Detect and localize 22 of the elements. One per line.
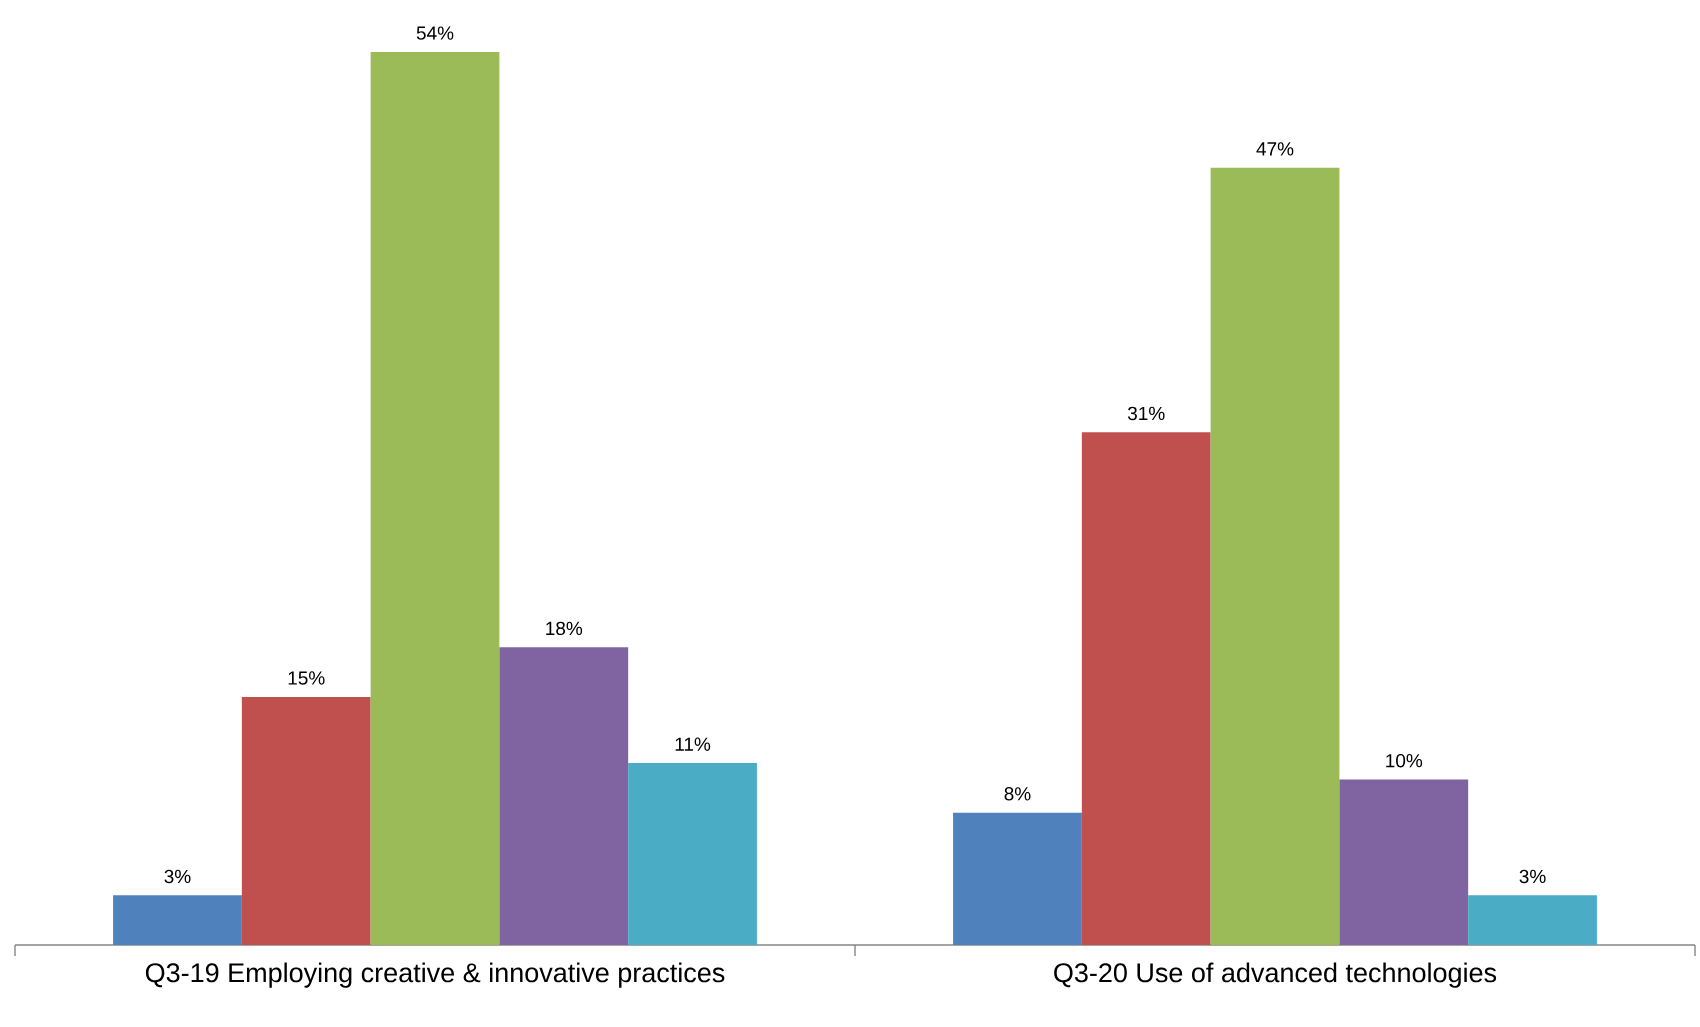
data-label: 11%: [675, 737, 711, 751]
x-tick-label: Q3-20 Use of advanced technologies: [1054, 962, 1497, 988]
data-label: 3%: [164, 869, 191, 884]
data-label: 10%: [1386, 753, 1423, 768]
bar: [1210, 167, 1340, 945]
data-label: 15%: [288, 671, 325, 685]
data-label: 31%: [1127, 406, 1165, 421]
bar: [370, 51, 500, 945]
data-label: 3%: [1519, 869, 1546, 884]
data-label: 18%: [546, 621, 583, 636]
bar: [1339, 779, 1469, 945]
bar: [953, 812, 1082, 945]
x-tick-label: Q3-19 Employing creative & innovative practices: [145, 962, 725, 988]
data-label: 8%: [1004, 787, 1031, 801]
data-label: 54%: [416, 26, 454, 40]
bar: [113, 895, 242, 945]
bar: [628, 763, 757, 945]
bar: [241, 696, 371, 945]
data-label: 47%: [1256, 142, 1294, 156]
bar: [1081, 432, 1211, 945]
bar: [1468, 895, 1597, 945]
bar: [499, 647, 629, 945]
